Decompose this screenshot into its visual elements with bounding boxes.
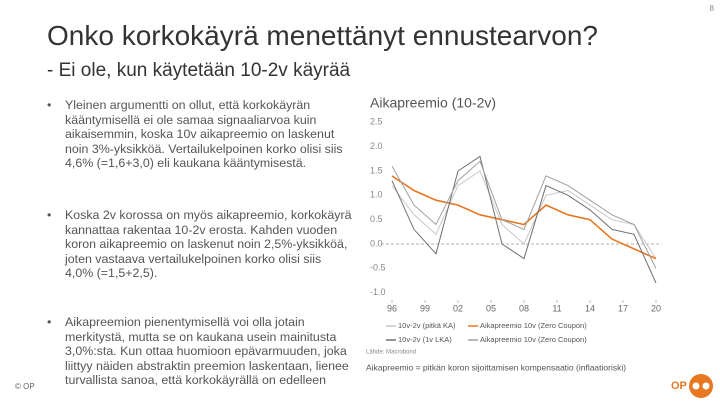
chart-title: Aikapreemio (10-2v) [370, 95, 496, 111]
logo-text: OP [671, 380, 687, 392]
y-tick-label: 1.5 [370, 165, 383, 175]
y-tick-label: 2.0 [370, 141, 383, 151]
x-tick-label: 08 [519, 303, 529, 313]
bullet-text: Aikapreemion pienentymisellä voi olla jo… [65, 315, 349, 388]
y-tick-label: 1.0 [370, 190, 383, 200]
y-tick-label: -1.0 [370, 287, 386, 297]
y-tick-label: 0.0 [370, 238, 383, 248]
y-tick-label: 0.5 [370, 214, 383, 224]
footer: © OP [15, 382, 35, 391]
logo-circle [689, 374, 713, 398]
series-line [391, 170, 657, 259]
legend-label: Aikapreemio 10v (Zero Coupon) [480, 335, 587, 344]
series-line [391, 175, 657, 260]
x-tick-label: 05 [486, 303, 496, 313]
op-logo: OP [671, 374, 713, 398]
series-line [391, 160, 657, 269]
bullet-text: Koska 2v korossa on myös aikapreemio, ko… [65, 208, 352, 281]
x-tick-label: 96 [387, 303, 397, 313]
source: Lähde: Macrobond [366, 350, 416, 356]
legend-label: 10v-2v (1v LKA) [398, 335, 452, 344]
y-tick-label: 2.5 [370, 117, 383, 127]
x-tick-label: 11 [552, 303, 561, 313]
x-tick-label: 02 [453, 303, 463, 313]
legend-label: 10v-2v (pitkä KA) [398, 321, 456, 330]
y-tick-label: -0.5 [370, 263, 386, 273]
x-tick-label: 14 [585, 303, 595, 313]
x-tick-label: 99 [420, 303, 430, 313]
slide-title: Onko korkokäyrä menettänyt ennustearvon? [47, 20, 598, 51]
bullet: • Aikapreemion pienentymisellä voi olla j… [47, 315, 352, 388]
x-tick-label: 20 [651, 303, 661, 313]
logo-eye [692, 382, 700, 390]
legend-label: Aikapreemio 10v (Zero Coupon) [480, 321, 587, 330]
bullet-text: Yleinen argumentti on ollut, että korkok… [65, 98, 343, 171]
logo-eye [702, 382, 710, 390]
bullet: • Yleinen argumentti on ollut, että korko… [47, 98, 352, 171]
note: Aikapreemio = pitkän koron sijoittamisen… [366, 362, 626, 372]
page-number: 8 [709, 4, 714, 13]
slide-subtitle: - Ei ole, kun käytetään 10-2v käyrää [47, 60, 351, 81]
series-line [391, 155, 657, 284]
x-tick-label: 17 [618, 303, 628, 313]
bullet: • Koska 2v korossa on myös aikapreemio, k… [47, 208, 352, 281]
